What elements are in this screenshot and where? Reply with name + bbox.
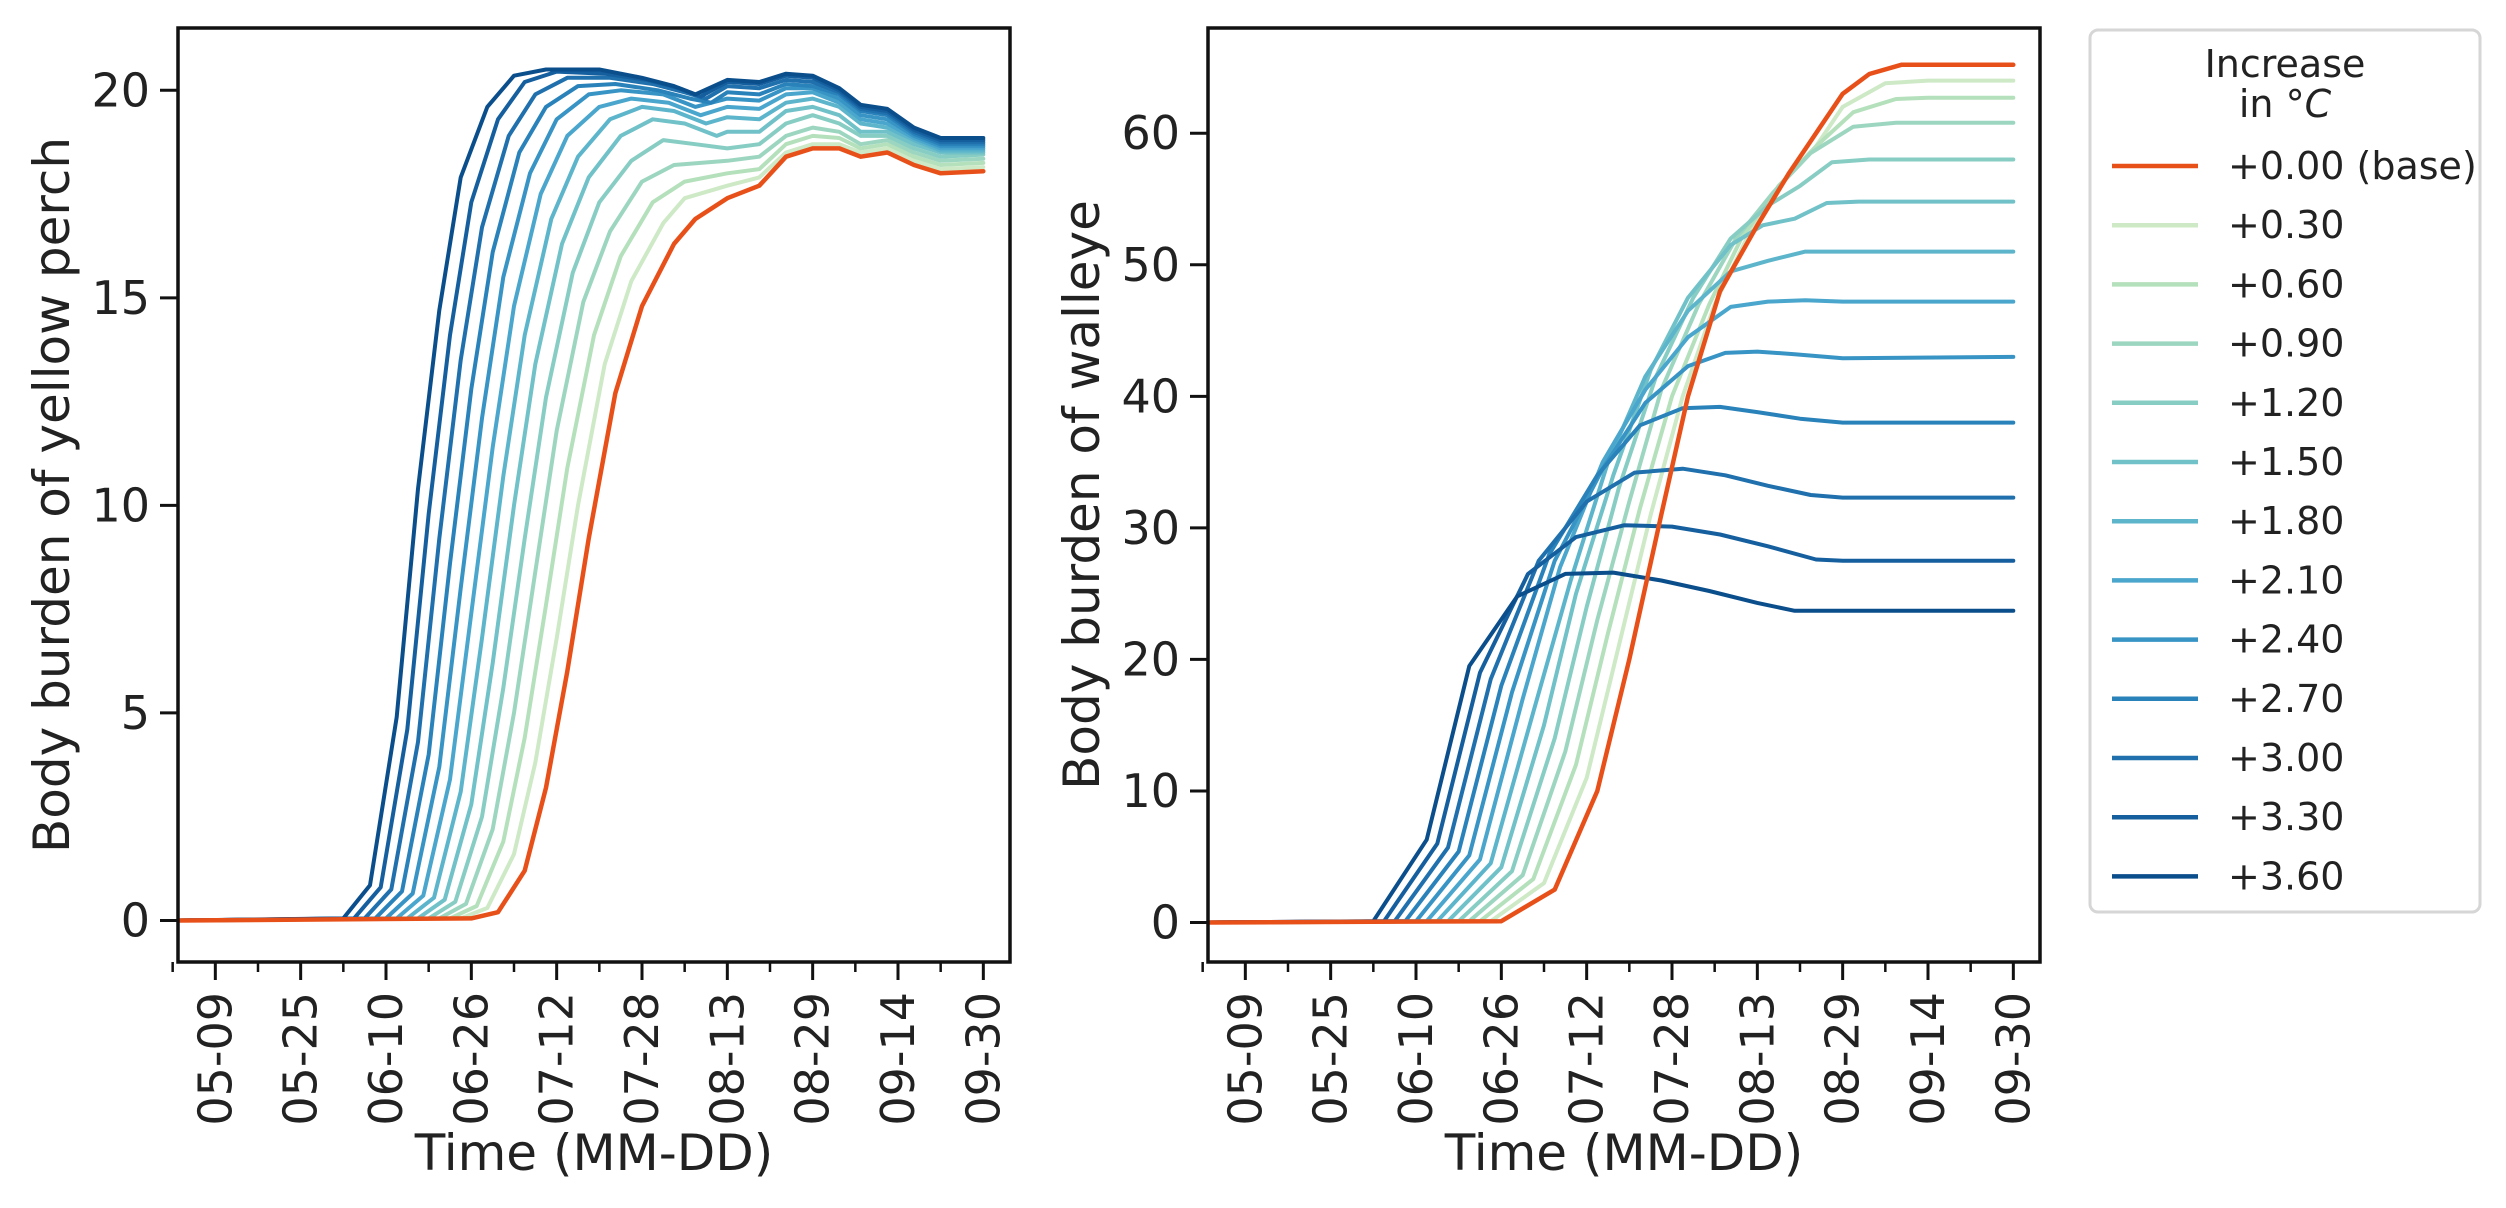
x-tick-label: 07-12 <box>1560 992 1614 1126</box>
y-tick-label: 40 <box>1121 369 1180 423</box>
series-line-0-90 <box>176 125 986 923</box>
x-tick-label: 07-28 <box>1645 992 1699 1126</box>
legend-label: +2.40 <box>2228 618 2344 662</box>
x-tick-label: 07-28 <box>615 992 669 1126</box>
x-axis-label: Time (MM-DD) <box>1444 1124 1804 1182</box>
series-line-0-30 <box>1206 78 2016 925</box>
x-tick-label: 05-09 <box>1218 992 1272 1126</box>
x-tick-label: 06-10 <box>359 992 413 1126</box>
legend-title-prefix: in ° <box>2239 82 2305 126</box>
x-tick-label: 06-10 <box>1389 992 1443 1126</box>
x-axis-label: Time (MM-DD) <box>414 1124 774 1182</box>
legend-title-line1: Increase <box>2205 42 2366 86</box>
x-tick-label: 08-13 <box>1730 992 1784 1126</box>
series-line-1-80 <box>1206 249 2016 925</box>
panel-yellow-perch: 05-09 05-25 06-10 06-26 07-12 07-28 08-13 08-29… <box>23 26 1012 1182</box>
y-tick-label: 20 <box>91 63 150 117</box>
y-tick-label: 15 <box>91 271 150 325</box>
plot-frame <box>1206 26 2042 964</box>
x-tick-label: 08-29 <box>1816 992 1870 1126</box>
x-tick-label: 09-14 <box>1901 992 1955 1126</box>
legend-label: +3.30 <box>2228 795 2344 839</box>
legend-title-unit: C <box>2305 82 2332 126</box>
series-line-1-50 <box>1206 199 2016 925</box>
y-tick-label: 0 <box>121 893 150 947</box>
series-line-1-80 <box>176 96 986 923</box>
series-line-2-40 <box>176 86 986 923</box>
y-tick-label: 10 <box>1121 764 1180 818</box>
series-line-2-10 <box>1206 298 2016 925</box>
series-line-2-10 <box>176 90 986 923</box>
legend: Increase in °C +0.00 (base)+0.30+0.60+0.… <box>2088 28 2482 914</box>
legend-label: +1.20 <box>2228 381 2344 425</box>
x-tick-label: 05-25 <box>1304 992 1358 1126</box>
legend-label: +0.00 (base) <box>2228 144 2477 188</box>
x-tick-label: 07-12 <box>530 992 584 1126</box>
legend-label: +3.00 <box>2228 736 2344 780</box>
series-line-3-60 <box>176 67 986 923</box>
legend-label: +0.90 <box>2228 322 2344 366</box>
legend-frame <box>2088 28 2482 914</box>
series-line-2-70 <box>176 82 986 923</box>
series-line-1-50 <box>176 104 986 923</box>
x-tick-label: 08-29 <box>786 992 840 1126</box>
x-tick-label: 08-13 <box>700 992 754 1126</box>
series-group <box>1205 62 2016 925</box>
x-tick-label: 06-26 <box>1474 992 1528 1126</box>
legend-title-line2: in °C <box>2239 82 2332 126</box>
legend-label: +1.80 <box>2228 499 2344 543</box>
series-line-0-60 <box>176 133 986 923</box>
series-line-2-70 <box>1206 404 2016 925</box>
x-tick-label: 09-30 <box>956 992 1010 1126</box>
y-tick-label: 20 <box>1121 632 1180 686</box>
y-tick-label: 30 <box>1121 501 1180 555</box>
y-axis-label: Body burden of yellow perch <box>23 137 81 853</box>
x-tick-label: 09-14 <box>871 992 925 1126</box>
panel-walleye: 05-09 05-25 06-10 06-26 07-12 07-28 08-13 08-29… <box>1053 26 2042 1182</box>
legend-label: +3.60 <box>2228 854 2344 898</box>
x-tick-label: 05-25 <box>274 992 328 1126</box>
y-tick-label: 60 <box>1121 106 1180 160</box>
y-axis-label: Body burden of walleye <box>1053 200 1111 790</box>
series-line-0-30 <box>176 142 986 923</box>
y-tick-label: 10 <box>91 478 150 532</box>
legend-entries: +0.00 (base) +0.30 +0.60 +0.90 +1.20 +1.50 +1.… <box>2112 144 2477 898</box>
series-group <box>175 67 986 923</box>
legend-label: +2.70 <box>2228 677 2344 721</box>
y-tick-label: 50 <box>1121 238 1180 292</box>
legend-label: +0.30 <box>2228 203 2344 247</box>
legend-label: +2.10 <box>2228 558 2344 602</box>
legend-label: +1.50 <box>2228 440 2344 484</box>
series-line-1-20 <box>176 113 986 923</box>
x-tick-label: 05-09 <box>188 992 242 1126</box>
x-tick-label: 06-26 <box>444 992 498 1126</box>
x-tick-label: 09-30 <box>1986 992 2040 1126</box>
y-tick-label: 0 <box>1151 896 1180 950</box>
series-line-2-40 <box>1206 349 2016 925</box>
series-line-0-60 <box>1206 95 2016 925</box>
series-line-0-00-base <box>1205 62 2016 925</box>
plot-frame <box>176 26 1012 964</box>
series-line-1-20 <box>1206 157 2016 925</box>
series-line-0-00-base <box>175 146 986 923</box>
y-tick-label: 5 <box>121 686 150 740</box>
legend-label: +0.60 <box>2228 262 2344 306</box>
series-line-3-30 <box>1206 523 2016 925</box>
series-line-3-60 <box>1206 570 2016 925</box>
series-line-3-00 <box>1206 466 2016 925</box>
